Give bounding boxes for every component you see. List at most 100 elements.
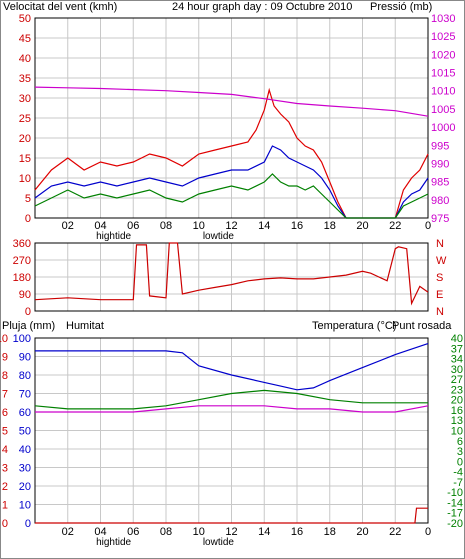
humidity-x-tick-10: 10 (193, 526, 205, 538)
temperature-y-tick-3: 3 (457, 446, 463, 458)
temperature-y-tick-40: 40 (451, 333, 463, 345)
temperature-y-tick--20: -20 (447, 518, 463, 530)
rain-y-tick-7: 7 (2, 389, 8, 401)
humidity-x-tick-16: 16 (291, 526, 303, 538)
temperature-label: Temperatura (°C) (312, 320, 396, 332)
humidity-x-tick-0: 0 (425, 526, 431, 538)
temperature-y-tick-34: 34 (451, 354, 463, 366)
wind-speed-label: Velocitat del vent (kmh) (3, 1, 117, 13)
temperature-y-tick-6: 6 (457, 436, 463, 448)
humidity-y-tick-30: 30 (19, 463, 31, 475)
humidity-y-tick-50: 50 (19, 426, 31, 438)
wind-y-tick-50: 50 (19, 13, 31, 25)
wind-y-tick-15: 15 (19, 153, 31, 165)
humidity-series-temperature (34, 389, 428, 410)
temperature-y-tick-10: 10 (451, 426, 463, 438)
rain-y-tick-9: 9 (2, 352, 8, 364)
wind-x-tick-06: 06 (127, 220, 139, 232)
temperature-y-tick--7: -7 (453, 477, 463, 489)
humidity-label: Humitat (66, 320, 104, 332)
dew-point-label: Punt rosada (392, 320, 452, 332)
wind-series-minimum (34, 173, 429, 219)
temperature-y-tick-20: 20 (451, 395, 463, 407)
wind-x-tick-22: 22 (389, 220, 401, 232)
wind-y-tick-35: 35 (19, 73, 31, 85)
wind-x-tick-20: 20 (356, 220, 368, 232)
humidity-y-tick-80: 80 (19, 370, 31, 382)
humidity-y-tick-90: 90 (19, 352, 31, 364)
wind-y-tick-30: 30 (19, 93, 31, 105)
wind-x-tick-0: 0 (425, 220, 431, 232)
wind-hightide-annotation: hightide (96, 231, 131, 242)
pressure-y-tick-980: 980 (431, 195, 449, 207)
direction-y-tick-180: 180 (13, 272, 31, 284)
humidity-x-tick-20: 20 (356, 526, 368, 538)
temperature-y-tick-30: 30 (451, 364, 463, 376)
temperature-y-tick-23: 23 (451, 384, 463, 396)
compass-letter-s-180: S (436, 272, 443, 284)
humidity-x-tick-18: 18 (324, 526, 336, 538)
compass-letter-w-270: W (436, 255, 447, 267)
rain-y-tick-10: 10 (0, 333, 8, 345)
rain-y-tick-2: 2 (2, 481, 8, 493)
direction-plot-frame (34, 242, 429, 312)
humidity-x-tick-12: 12 (225, 526, 237, 538)
humidity-x-tick-04: 04 (94, 526, 106, 538)
wind-y-tick-10: 10 (19, 173, 31, 185)
temperature-y-tick--14: -14 (447, 497, 463, 509)
rain-y-tick-4: 4 (2, 444, 8, 456)
compass-letter-e-90: E (436, 289, 443, 301)
humidity-lowtide-annotation: lowtide (203, 537, 235, 548)
wind-y-tick-20: 20 (19, 133, 31, 145)
rain-y-tick-3: 3 (2, 463, 8, 475)
wind-x-tick-02: 02 (62, 220, 74, 232)
direction-y-tick-270: 270 (13, 255, 31, 267)
temperature-y-tick--4: -4 (453, 467, 463, 479)
rain-y-tick-1: 1 (2, 500, 8, 512)
wind-x-tick-12: 12 (225, 220, 237, 232)
humidity-y-tick-10: 10 (19, 500, 31, 512)
humidity-y-tick-40: 40 (19, 444, 31, 456)
wind-x-tick-18: 18 (324, 220, 336, 232)
temperature-y-tick-16: 16 (451, 405, 463, 417)
pressure-y-tick-1025: 1025 (431, 31, 455, 43)
humidity-series-humidity (35, 343, 429, 391)
pressure-label: Pressió (mb) (370, 1, 432, 13)
humidity-x-tick-22: 22 (389, 526, 401, 538)
direction-y-tick-90: 90 (19, 289, 31, 301)
temperature-y-tick--17: -17 (447, 508, 463, 520)
wind-series-pressure (34, 86, 429, 117)
pressure-y-tick-1005: 1005 (431, 104, 455, 116)
graph-title: 24 hour graph day : 09 Octubre 2010 (172, 1, 352, 13)
pressure-y-tick-1020: 1020 (431, 49, 455, 61)
wind-plot-frame (34, 17, 429, 219)
wind-x-tick-16: 16 (291, 220, 303, 232)
humidity-series-dew_point (35, 405, 429, 413)
wind-x-tick-08: 08 (160, 220, 172, 232)
humidity-y-tick-20: 20 (19, 481, 31, 493)
pressure-y-tick-1000: 1000 (431, 122, 455, 134)
rain-y-tick-0: 0 (2, 518, 8, 530)
humidity-y-tick-60: 60 (19, 407, 31, 419)
humidity-hightide-annotation: hightide (96, 537, 131, 548)
pressure-y-tick-1010: 1010 (431, 86, 455, 98)
wind-x-tick-14: 14 (258, 220, 270, 232)
humidity-x-tick-14: 14 (258, 526, 270, 538)
pressure-y-tick-985: 985 (431, 177, 449, 189)
rain-y-tick-6: 6 (2, 407, 8, 419)
direction-series (34, 242, 429, 306)
pressure-y-tick-1015: 1015 (431, 68, 455, 80)
temperature-y-tick-27: 27 (451, 374, 463, 386)
temperature-y-tick-0: 0 (457, 456, 463, 468)
compass-letter-n-0: N (436, 306, 444, 318)
wind-y-tick-5: 5 (25, 193, 31, 205)
pressure-y-tick-990: 990 (431, 158, 449, 170)
temperature-y-tick--10: -10 (447, 487, 463, 499)
wind-lowtide-annotation: lowtide (203, 231, 235, 242)
pressure-y-tick-995: 995 (431, 140, 449, 152)
wind-y-tick-45: 45 (19, 33, 31, 45)
humidity-x-tick-06: 06 (127, 526, 139, 538)
wind-x-tick-04: 04 (94, 220, 106, 232)
